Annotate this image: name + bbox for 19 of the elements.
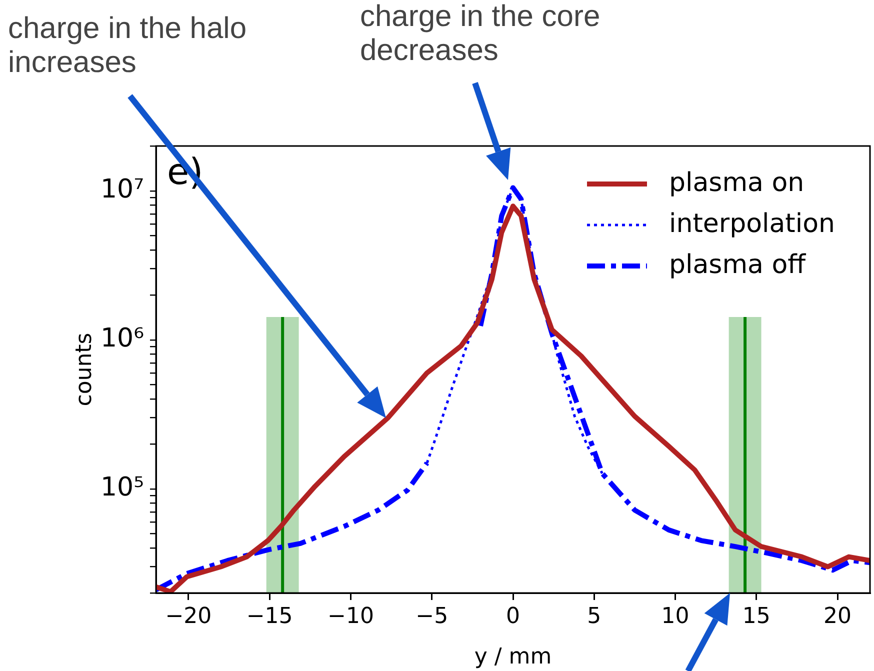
x-tick-label: −20 [165,604,212,629]
y-axis-title: counts [72,332,97,406]
x-tick-label: −10 [328,604,374,629]
legend-label: plasma off [669,250,807,280]
y-tick-label: 10⁶ [100,324,144,354]
x-tick-label: 5 [587,604,602,629]
x-tick-label: 20 [824,604,852,629]
x-tick-label: 15 [742,604,770,629]
x-tick-label: 0 [506,604,520,629]
y-tick-label: 10⁷ [100,174,144,205]
x-tick-label: 10 [661,604,690,629]
x-tick-label: −15 [246,604,293,629]
legend-label: interpolation [669,208,835,239]
x-axis-title: y / mm [474,644,552,670]
legend-label: plasma on [669,168,804,198]
y-tick-label: 10⁵ [100,472,144,503]
text: charge in the halo increases [8,12,248,80]
text: charge in the core decreases [360,0,602,68]
x-tick-label: −5 [416,604,448,629]
